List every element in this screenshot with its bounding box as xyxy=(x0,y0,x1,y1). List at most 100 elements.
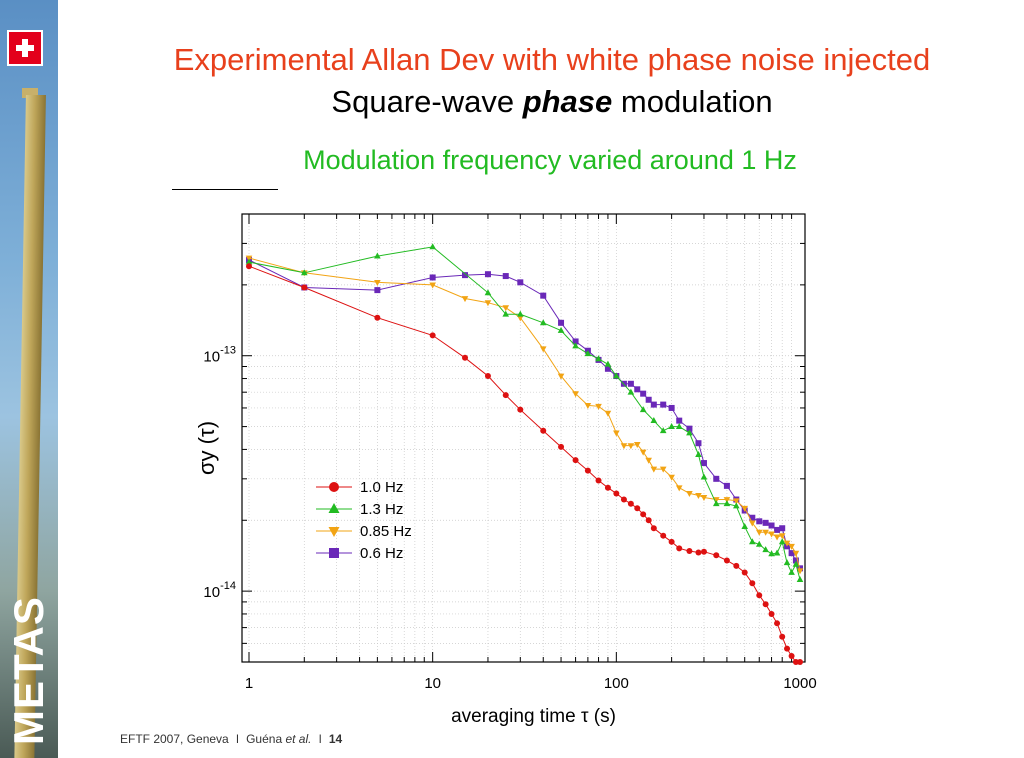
data-point xyxy=(749,520,756,527)
x-tick-label: 1000 xyxy=(783,675,816,692)
data-point xyxy=(557,373,565,380)
data-point xyxy=(484,373,491,380)
data-point xyxy=(640,511,647,518)
legend-marker xyxy=(329,548,339,558)
data-point xyxy=(774,526,781,533)
y-tick-base: 10 xyxy=(203,349,220,366)
data-point xyxy=(540,427,547,434)
data-point xyxy=(700,460,707,467)
data-point xyxy=(374,314,381,321)
data-point xyxy=(502,310,510,317)
footer-separator-2: l xyxy=(318,732,322,746)
x-tick-label: 10 xyxy=(424,675,441,692)
footer-page-number: 14 xyxy=(328,732,343,746)
data-point xyxy=(650,417,658,424)
data-point xyxy=(712,497,720,504)
plot-area xyxy=(242,214,805,662)
data-point xyxy=(604,484,611,491)
data-point xyxy=(502,305,510,312)
data-point xyxy=(595,403,602,410)
data-point xyxy=(741,569,748,576)
footer-author: Guéna xyxy=(246,732,283,746)
legend-label: 1.0 Hz xyxy=(360,479,403,496)
data-point xyxy=(788,550,795,557)
data-point xyxy=(779,525,786,532)
data-point xyxy=(695,549,702,556)
footer-etal: et al. xyxy=(285,732,312,746)
data-point xyxy=(686,491,693,498)
data-point xyxy=(639,449,647,456)
data-point xyxy=(634,386,641,393)
data-point xyxy=(645,396,652,403)
data-point xyxy=(604,410,612,417)
data-point xyxy=(788,543,795,550)
data-point xyxy=(627,443,635,450)
data-point xyxy=(788,568,795,575)
data-point xyxy=(749,580,756,587)
data-point xyxy=(462,354,469,361)
data-point xyxy=(668,422,675,429)
data-point xyxy=(245,258,253,265)
data-point xyxy=(778,533,786,540)
y-tick-exponent: -14 xyxy=(220,580,236,592)
data-point xyxy=(595,477,602,484)
data-point xyxy=(301,284,308,291)
data-point xyxy=(756,518,763,525)
footer-separator: l xyxy=(236,732,239,746)
data-point xyxy=(584,467,591,474)
data-point xyxy=(668,474,675,481)
data-point xyxy=(700,495,708,502)
data-point xyxy=(713,552,720,559)
data-point xyxy=(686,429,693,436)
data-point xyxy=(783,540,791,547)
data-point xyxy=(633,442,641,449)
y-tick-base: 10 xyxy=(203,584,220,601)
sidebar-photo: METAS xyxy=(0,0,58,758)
data-point xyxy=(650,466,658,473)
data-point xyxy=(741,522,749,529)
data-point xyxy=(700,548,707,555)
data-point xyxy=(768,610,775,617)
data-point xyxy=(429,332,436,339)
data-point xyxy=(502,392,509,399)
y-tick-exponent: -13 xyxy=(220,345,236,357)
data-point xyxy=(660,532,667,539)
data-point xyxy=(783,559,791,566)
y-tick-label: 10-14 xyxy=(203,580,236,601)
subtitle-part-1: Square-wave xyxy=(331,84,523,119)
data-point xyxy=(762,529,769,536)
data-point xyxy=(645,457,652,464)
data-point xyxy=(733,498,740,505)
tower-top xyxy=(22,88,38,98)
data-point xyxy=(749,538,756,545)
data-point xyxy=(675,485,683,492)
data-point xyxy=(584,403,592,410)
footer-event: EFTF 2007, Geneva xyxy=(120,732,229,746)
data-point xyxy=(741,505,749,512)
data-point xyxy=(627,500,634,507)
data-point xyxy=(792,560,800,567)
data-point xyxy=(558,443,565,450)
data-point xyxy=(572,457,579,464)
data-point xyxy=(558,319,565,326)
data-point xyxy=(774,620,781,627)
slide-caption: Modulation frequency varied around 1 Hz xyxy=(303,145,797,175)
data-point xyxy=(676,417,683,424)
data-point xyxy=(695,440,702,447)
footer: EFTF 2007, Geneva l Guéna et al. l 14 xyxy=(120,732,342,746)
data-point xyxy=(723,482,730,489)
slide-subtitle: Square-wave phase modulation xyxy=(80,84,1024,120)
x-tick-label: 1 xyxy=(245,675,253,692)
data-point xyxy=(755,540,763,547)
legend-marker xyxy=(328,503,340,513)
data-point xyxy=(668,538,675,545)
data-point xyxy=(300,269,308,276)
data-point xyxy=(516,315,524,322)
data-point xyxy=(557,326,565,333)
data-point xyxy=(627,380,634,387)
data-point xyxy=(723,497,731,504)
legend-label: 0.85 Hz xyxy=(360,523,412,540)
data-point xyxy=(634,505,641,512)
plot-frame xyxy=(241,213,806,663)
